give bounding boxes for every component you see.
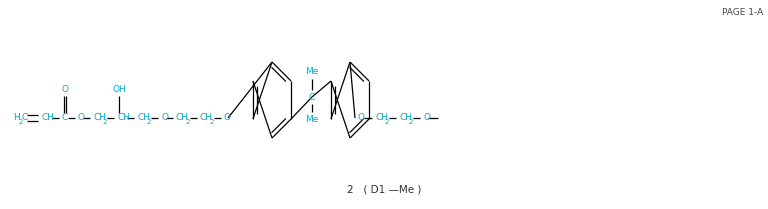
Text: 2: 2	[19, 119, 23, 125]
Text: CH: CH	[176, 113, 189, 122]
Text: OH: OH	[112, 85, 126, 94]
Text: 2: 2	[385, 119, 389, 125]
Text: CH: CH	[137, 113, 150, 122]
Text: C: C	[22, 113, 28, 122]
Text: 2   ( D1 —Me ): 2 ( D1 —Me )	[347, 184, 421, 194]
Text: Me: Me	[306, 115, 319, 124]
Text: 2: 2	[186, 119, 190, 125]
Text: CH: CH	[42, 113, 55, 122]
Text: C: C	[309, 93, 315, 102]
Text: CH: CH	[117, 113, 130, 122]
Text: CH: CH	[93, 113, 106, 122]
Text: 2: 2	[147, 119, 151, 125]
Text: O: O	[78, 113, 85, 122]
Text: H: H	[13, 113, 20, 122]
Text: O: O	[161, 113, 168, 122]
Text: O: O	[358, 113, 365, 122]
Text: O: O	[61, 85, 68, 94]
Text: 2: 2	[103, 119, 108, 125]
Text: CH: CH	[200, 113, 213, 122]
Text: C: C	[62, 113, 68, 122]
Text: O: O	[224, 113, 231, 122]
Text: O: O	[423, 113, 430, 122]
Text: PAGE 1-A: PAGE 1-A	[722, 8, 763, 17]
Text: CH: CH	[375, 113, 388, 122]
Text: 2: 2	[409, 119, 413, 125]
Text: CH: CH	[399, 113, 412, 122]
Text: Me: Me	[306, 66, 319, 75]
Text: 2: 2	[210, 119, 214, 125]
